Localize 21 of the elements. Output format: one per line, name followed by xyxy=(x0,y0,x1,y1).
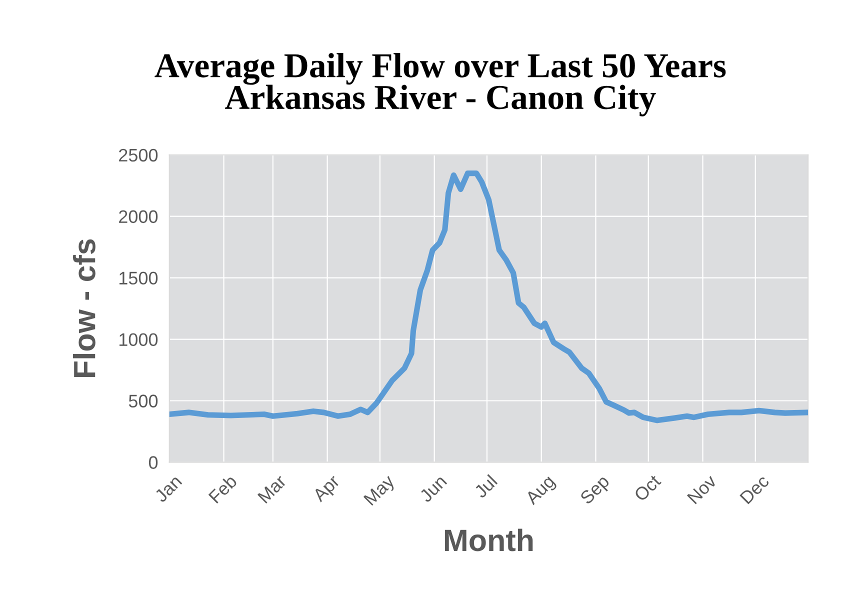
y-tick-label: 1000 xyxy=(120,333,158,346)
x-tick-label: May xyxy=(363,474,398,508)
x-tick-label: Sep xyxy=(579,474,613,508)
y-axis-title: Flow - cfs xyxy=(72,239,96,377)
x-tick-label: Feb xyxy=(208,474,238,504)
chart-title: Average Daily Flow over Last 50 Years Arkansas River - Canon City xyxy=(154,53,726,116)
y-tick-label: 0 xyxy=(148,456,158,469)
x-tick-label: Dec xyxy=(740,474,770,504)
x-tick-label: Mar xyxy=(257,474,288,504)
x-tick-label: Aug xyxy=(524,474,558,508)
x-tick-label: Apr xyxy=(312,474,343,506)
y-tick-label: 1500 xyxy=(120,272,158,285)
x-tick-label: Jul xyxy=(473,474,498,499)
y-tick-label: 2000 xyxy=(119,210,158,224)
x-axis-title: Month xyxy=(444,528,533,552)
x-tick-label: Jan xyxy=(154,474,182,504)
y-tick-label: 2500 xyxy=(119,148,158,162)
x-tick-label: Jun xyxy=(418,474,448,504)
x-tick-label: Nov xyxy=(686,474,718,504)
y-tick-label: 500 xyxy=(128,394,158,408)
x-tick-label: Oct xyxy=(633,474,662,502)
